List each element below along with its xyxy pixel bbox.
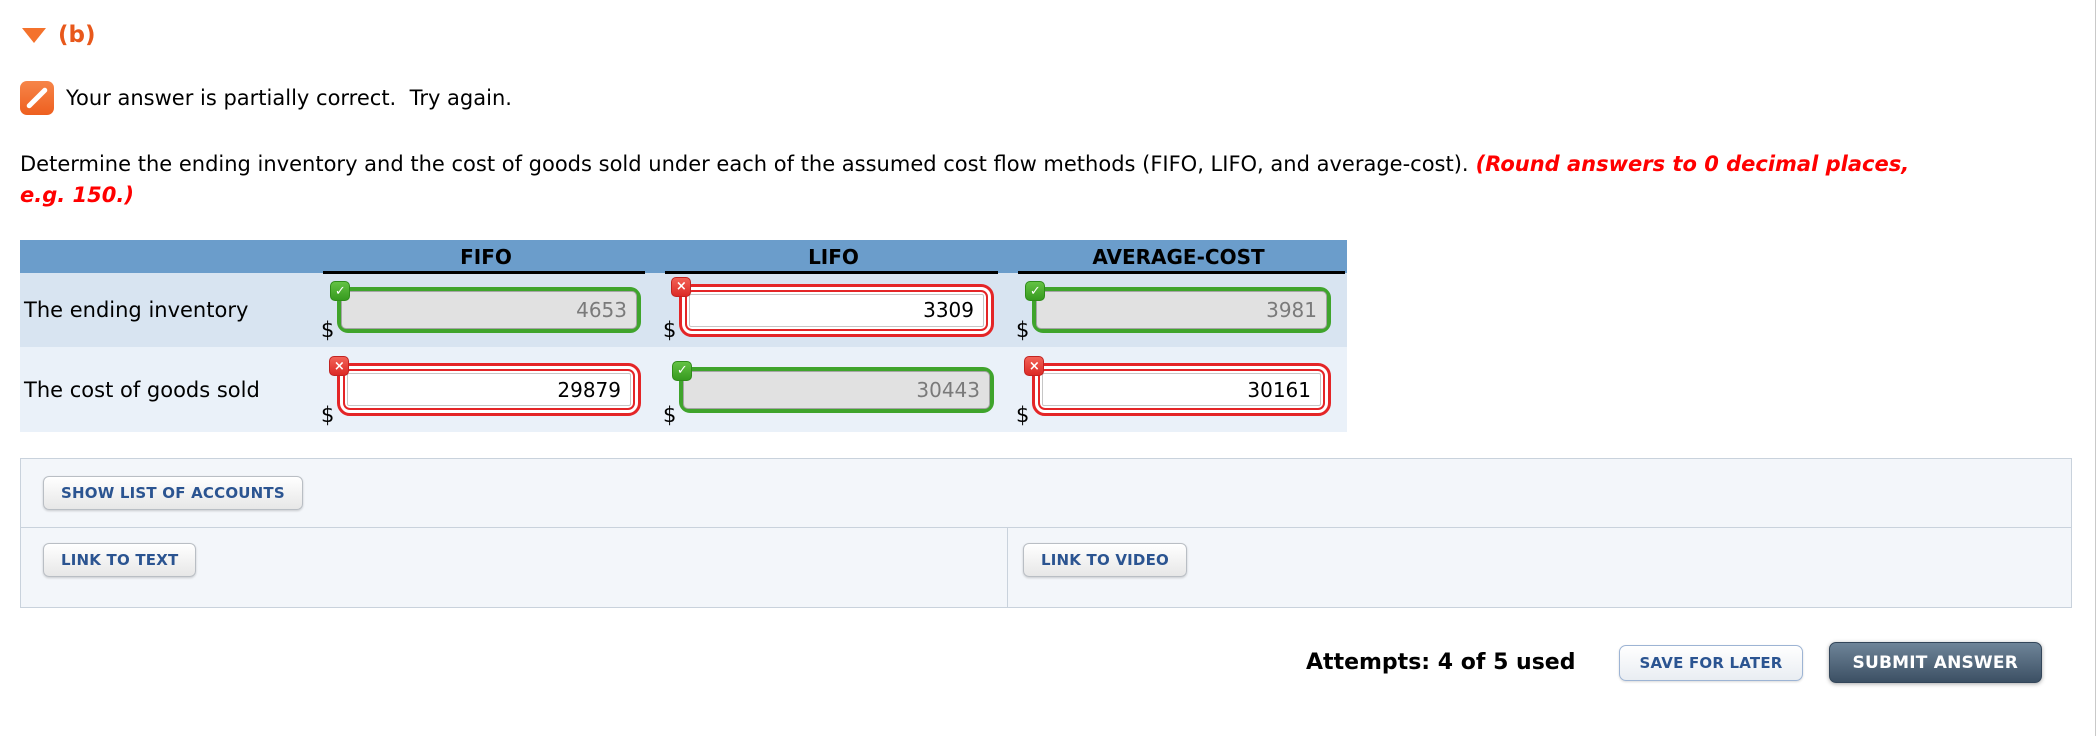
column-header-blank	[20, 240, 315, 273]
answer-input-wrapper: ✓	[1025, 281, 1331, 334]
show-list-of-accounts-button[interactable]: SHOW LIST OF ACCOUNTS	[43, 476, 303, 511]
link-to-video-button[interactable]: LINK TO VIDEO	[1023, 543, 1187, 578]
currency-symbol: $	[321, 318, 335, 343]
table-row-cogs: The cost of goods sold $ × $ ✓ $ ×	[20, 347, 1347, 433]
answer-cell: $ ×	[315, 347, 657, 432]
answer-cell: $ ✓	[1010, 273, 1347, 347]
attempts-label: Attempts: 4 of 5 used	[1306, 650, 1576, 676]
resources-panel: SHOW LIST OF ACCOUNTS LINK TO TEXT LINK …	[20, 458, 2072, 609]
partially-correct-icon	[20, 81, 54, 115]
answer-input-ending-fifo	[341, 291, 637, 330]
currency-symbol: $	[1016, 403, 1030, 428]
column-header-lifo: LIFO	[657, 240, 1010, 275]
table-header-row: FIFO LIFO AVERAGE-COST	[20, 240, 1347, 275]
answers-table: FIFO LIFO AVERAGE-COST The ending invent…	[20, 240, 1347, 433]
links-row: LINK TO TEXT LINK TO VIDEO	[21, 528, 2071, 608]
answer-input-cogs-fifo[interactable]	[347, 373, 631, 407]
accounts-row: SHOW LIST OF ACCOUNTS	[21, 459, 2071, 529]
status-icon: ✓	[1025, 281, 1046, 302]
section-label: (b)	[58, 22, 96, 48]
answer-input-wrapper: ×	[1024, 356, 1331, 417]
currency-symbol: $	[663, 318, 677, 343]
link-to-video-cell: LINK TO VIDEO	[1008, 528, 2071, 607]
status-icon: ×	[1024, 356, 1045, 377]
currency-symbol: $	[663, 403, 677, 428]
column-header-average-cost: AVERAGE-COST	[1010, 240, 1347, 275]
answer-cell: $ ✓	[657, 347, 1010, 432]
column-header-fifo: FIFO	[315, 240, 657, 275]
currency-symbol: $	[321, 403, 335, 428]
currency-symbol: $	[1016, 318, 1030, 343]
submission-footer: Attempts: 4 of 5 used SAVE FOR LATER SUB…	[20, 642, 2042, 684]
answer-cell: $ ✓	[315, 273, 657, 347]
answer-cell: $ ×	[1010, 347, 1347, 432]
feedback-banner: Your answer is partially correct. Try ag…	[20, 80, 2071, 116]
collapse-triangle-icon[interactable]	[22, 27, 46, 43]
row-label: The ending inventory	[24, 298, 249, 323]
question-instruction: (Round answers to 0 decimal places, e.g.…	[20, 152, 1910, 208]
status-icon: ✓	[672, 360, 693, 381]
status-icon: ×	[671, 276, 692, 297]
answer-input-wrapper: ×	[329, 356, 641, 417]
link-to-text-button[interactable]: LINK TO TEXT	[43, 543, 197, 578]
answer-input-ending-average	[1036, 291, 1327, 330]
answer-input-wrapper: ×	[671, 276, 994, 337]
answer-input-wrapper: ✓	[672, 360, 994, 413]
table-row-ending-inventory: The ending inventory $ ✓ $ × $ ✓	[20, 273, 1347, 348]
pencil-slash-icon	[25, 86, 49, 110]
answer-input-cogs-lifo	[683, 370, 990, 409]
section-header: (b)	[22, 20, 2071, 50]
save-for-later-button[interactable]: SAVE FOR LATER	[1619, 644, 1803, 681]
question-main: Determine the ending inventory and the c…	[20, 152, 1469, 176]
answer-cell: $ ×	[657, 273, 1010, 347]
answer-input-ending-lifo[interactable]	[689, 293, 984, 327]
status-icon: ✓	[330, 281, 351, 302]
answer-input-wrapper: ✓	[330, 281, 641, 334]
question-text: Determine the ending inventory and the c…	[20, 149, 1950, 211]
feedback-message: Your answer is partially correct. Try ag…	[66, 86, 512, 110]
submit-answer-button[interactable]: SUBMIT ANSWER	[1828, 642, 2042, 684]
answer-input-cogs-average[interactable]	[1042, 373, 1321, 407]
row-label: The cost of goods sold	[24, 377, 260, 402]
link-to-text-cell: LINK TO TEXT	[21, 528, 1008, 608]
status-icon: ×	[329, 356, 350, 377]
